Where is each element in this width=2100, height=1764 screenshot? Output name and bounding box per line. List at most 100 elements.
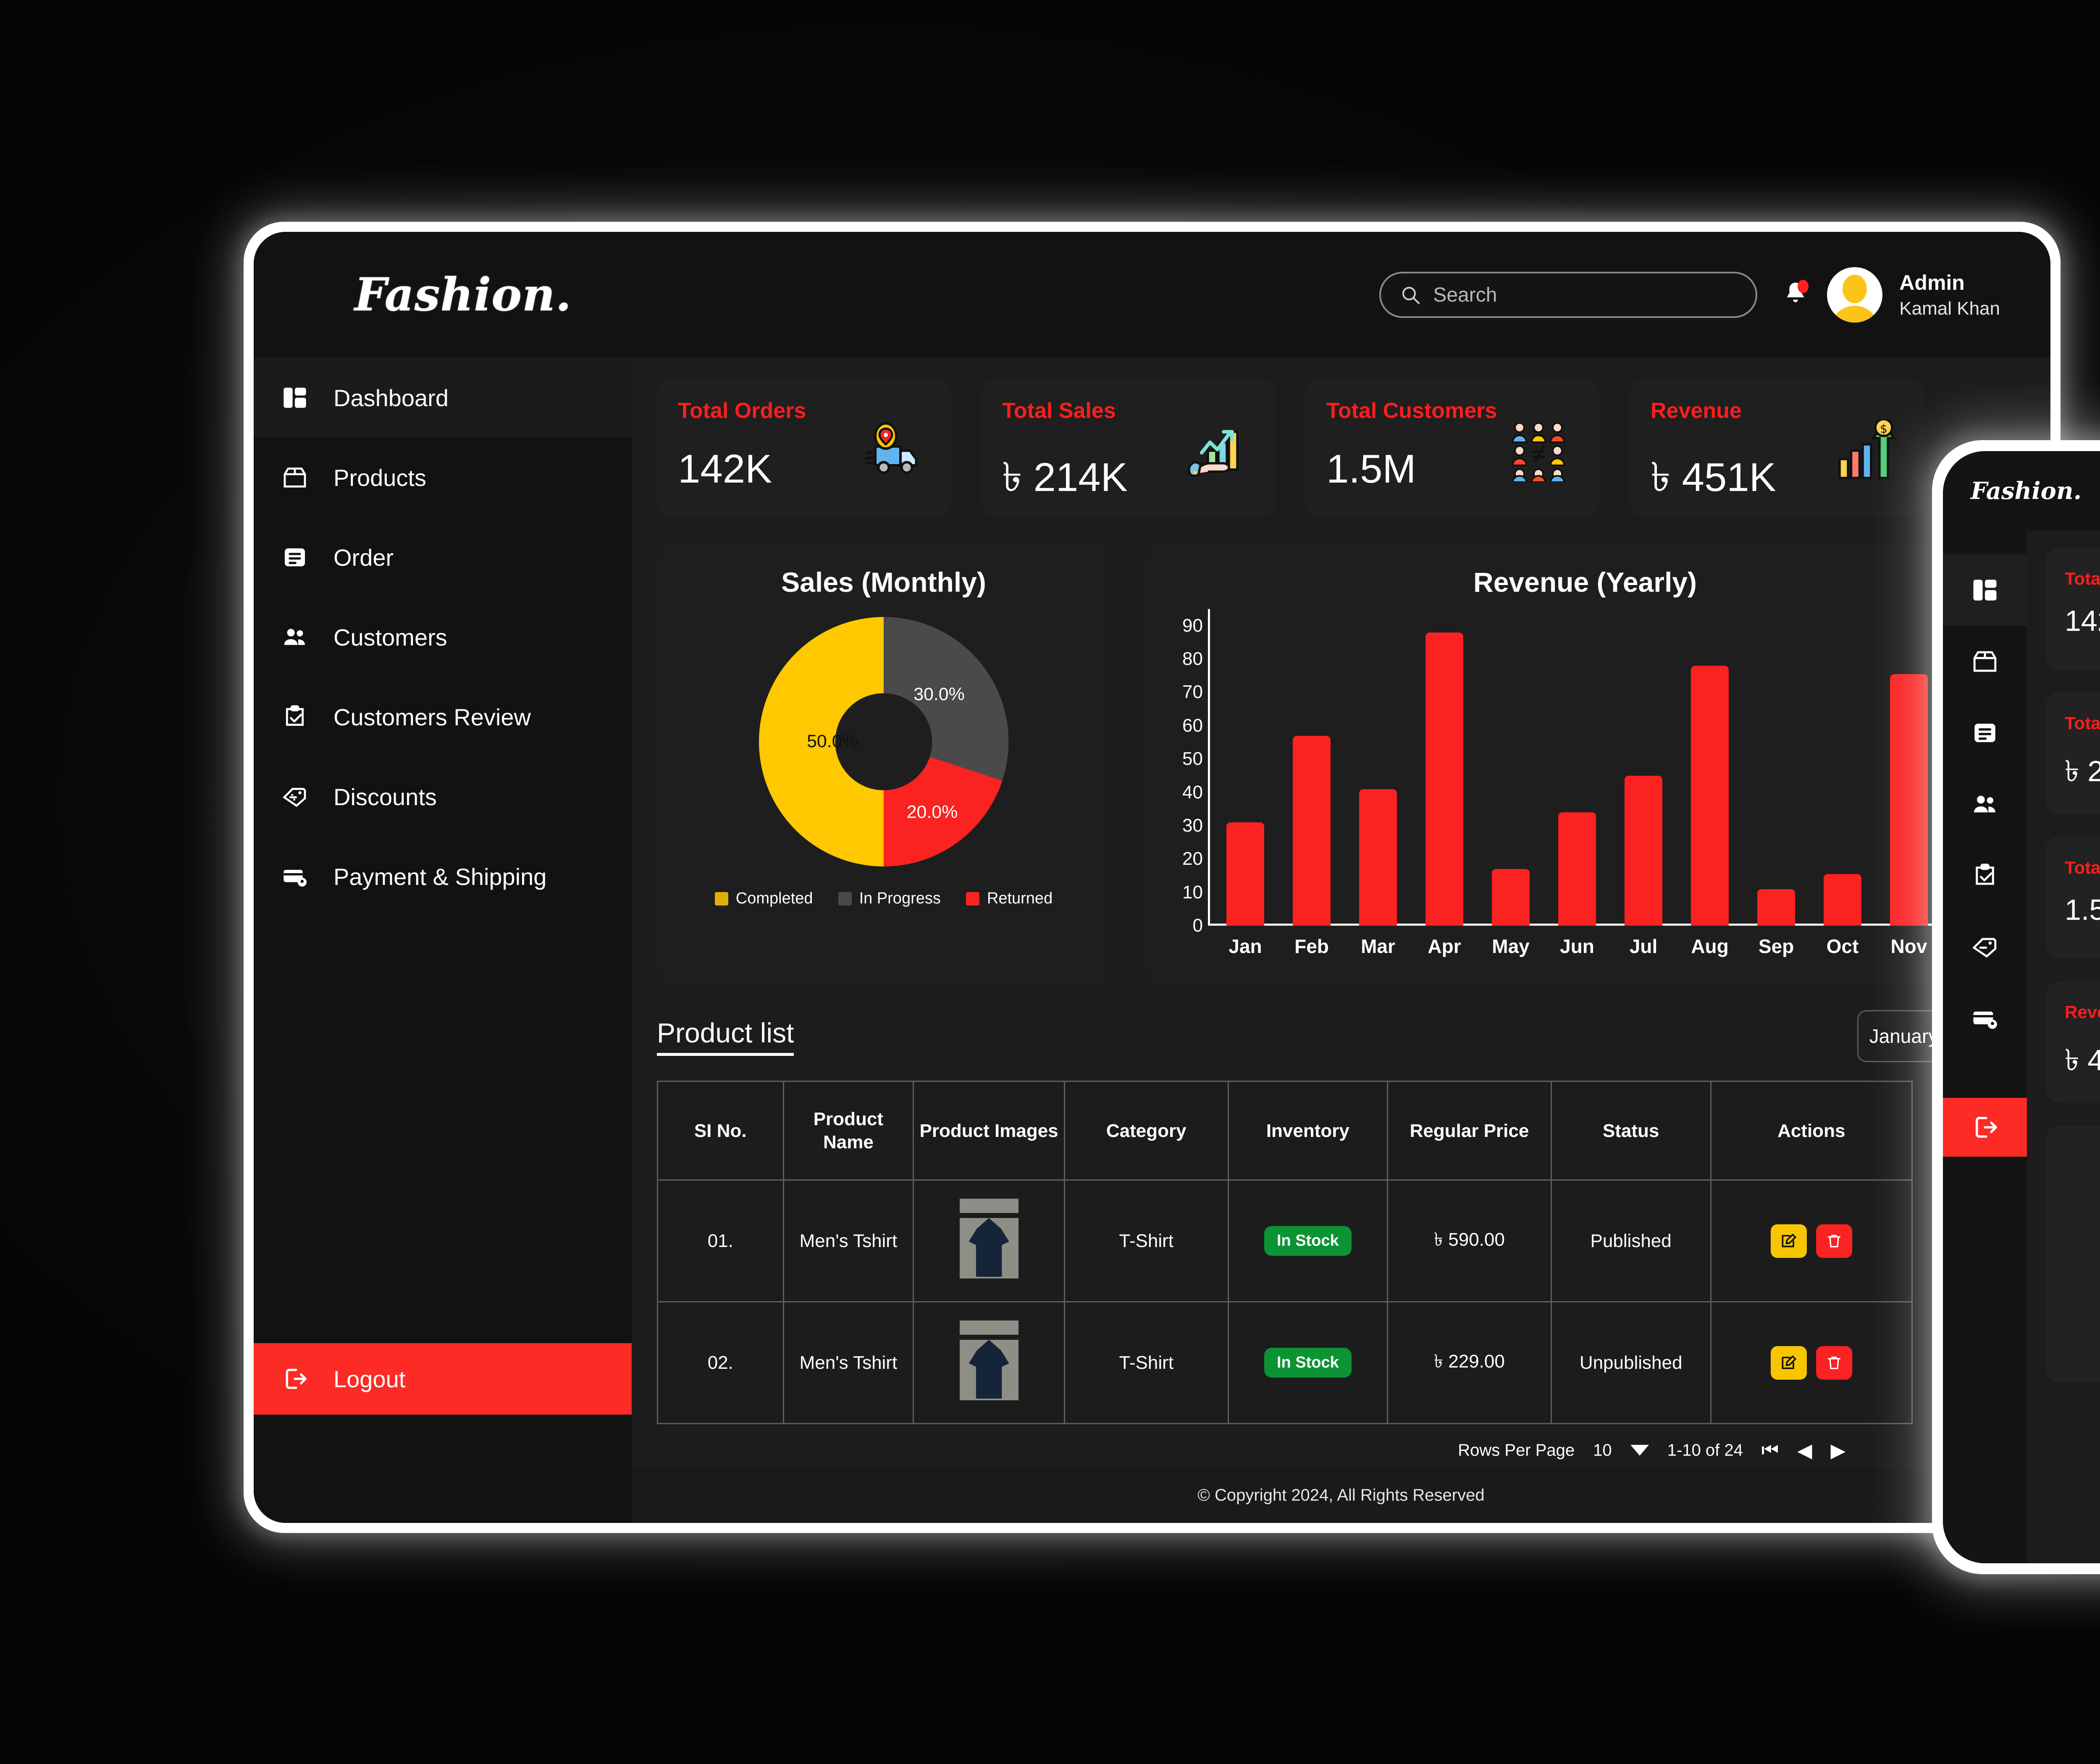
kpi-title: Total Orders [2065,569,2100,588]
tag-icon [1972,938,1997,958]
kpi-value: ৳ 214K [2065,755,2100,788]
column-header: Status [1550,1081,1712,1181]
bar-column [1876,609,1942,926]
kpi-card-total-customers[interactable]: Total Customers 1.5M [1305,379,1599,517]
x-axis-line [1208,924,2008,926]
column-header: SI No. [657,1081,784,1181]
rail-item-customers-review[interactable] [1943,840,2027,911]
sidebar-item-label: Dashboard [333,384,449,411]
cell-price: ৳ 229.00 [1387,1301,1552,1424]
delete-button[interactable] [1816,1224,1852,1258]
tshirt-thumbnail [959,1199,1018,1278]
bar-column [1809,609,1876,926]
bar [1890,674,1928,926]
x-tick-label: Apr [1428,935,1461,957]
status-badge: In Stock [1264,1348,1352,1378]
sidebar-item-customers-review[interactable]: Customers Review [254,677,632,757]
sidebar-item-payment-shipping[interactable]: Payment & Shipping [254,837,632,916]
x-tick-label: Oct [1826,935,1859,957]
bar-column [1411,609,1478,926]
chart-title: Revenue (Yearly) [1473,567,1697,598]
notifications-button[interactable] [1781,277,1810,312]
bar-series [1212,609,2008,926]
tshirt-shape [969,1340,1009,1399]
delete-button[interactable] [1816,1346,1852,1380]
sales-growth-icon [1188,430,1239,477]
rail-item-dashboard[interactable] [1943,554,2027,626]
column-header: Actions [1710,1081,1913,1181]
brand-logo: Fashion. [354,268,572,321]
kpi-card-total-sales[interactable]: Total Sales ৳ 214K [981,379,1275,517]
search-icon [1402,287,1420,304]
phone-kpi-total-orders[interactable]: Total Orders 142K [2045,548,2100,669]
user-identity: Admin Kamal Khan [1899,270,2000,319]
sidebar-nav: Dashboard Products Order [254,358,632,1523]
table-row[interactable]: 01. Men's Tshirt T-Shirt In Stock [657,1179,1913,1302]
bar-plot-area: 0 10 20 30 40 50 60 70 80 90 Jan Feb Mar Apr May Jun Ju… [1162,609,2008,962]
bar-column [1610,609,1677,926]
y-tick-label: 20 [1182,848,1203,869]
top-header-bar: Fashion. Search [254,232,2050,358]
bar [1226,822,1265,926]
user-name: Kamal Khan [1899,298,2000,319]
row-action-group [1770,1346,1852,1380]
kpi-card-row: Total Orders 142K [657,379,2050,517]
sales-monthly-chart-card: Sales (Monthly) 50.0% 30.0% 20.0% [657,543,1110,986]
kpi-value: ৳ 451K [1651,455,1776,500]
sidebar-item-dashboard[interactable]: Dashboard [254,358,632,438]
sidebar-item-discounts[interactable]: Discounts [254,757,632,837]
tshirt-thumbnail [959,1320,1018,1400]
status-badge: In Stock [1264,1226,1352,1256]
phone-body: Total Orders 142K Tota [1943,531,2100,1563]
phone-kpi-total-customers[interactable]: Total Customers 1.5M [2045,837,2100,958]
logout-button[interactable]: Logout [254,1343,632,1415]
kpi-card-total-orders[interactable]: Total Orders 142K [657,379,951,517]
bar [1292,735,1331,926]
prev-page-button[interactable]: ◀ [1797,1439,1812,1461]
sidebar-item-order[interactable]: Order [254,517,632,597]
x-axis-labels: JanFebMarAprMayJunJulAugSepOctNovDec [1212,935,2008,958]
phone-logout-button[interactable] [1943,1098,2027,1157]
edit-button[interactable] [1770,1224,1807,1258]
legend-item: Completed [714,890,813,908]
sidebar-item-products[interactable]: Products [254,438,632,517]
cell-product-image [913,1301,1065,1424]
clipboard-check-icon [1976,864,1994,885]
sidebar-item-label: Payment & Shipping [333,863,547,890]
first-page-button[interactable]: ⏮ [1761,1439,1779,1461]
sidebar-item-customers[interactable]: Customers [254,597,632,677]
rows-per-page-value[interactable]: 10 [1593,1441,1612,1460]
kpi-card-revenue[interactable]: Revenue ৳ 451K $ [1630,379,1924,517]
bar-column [1677,609,1743,926]
bar [1823,874,1862,926]
phone-kpi-revenue[interactable]: Revenue ৳ 451K $ [2045,981,2100,1103]
table-header-row: SI No. Product Name Product Images Categ… [657,1081,1913,1181]
kpi-value: 142K [2065,604,2100,637]
rail-item-products[interactable] [1943,626,2027,697]
kpi-value: 1.5M [2065,893,2100,926]
kpi-value: 142K [678,446,772,491]
user-role: Admin [1899,271,1965,294]
search-input[interactable]: Search [1379,272,1758,318]
edit-button[interactable] [1770,1346,1807,1380]
bar-column [1743,609,1809,926]
avatar[interactable] [1827,267,1883,323]
list-icon [285,548,305,567]
rail-item-order[interactable] [1943,697,2027,769]
bar [1558,812,1596,926]
chevron-down-icon[interactable] [1630,1445,1649,1456]
phone-main-content: Total Orders 142K Tota [2027,531,2100,1563]
legend-swatch-in-progress [838,892,852,906]
next-page-button[interactable]: ▶ [1830,1439,1845,1461]
table-row[interactable]: 02. Men's Tshirt T-Shirt In Stock [657,1301,1913,1424]
phone-kpi-total-sales[interactable]: Total Sales ৳ 214K [2045,692,2100,814]
rail-item-payment-shipping[interactable] [1943,983,2027,1054]
rail-item-customers[interactable] [1943,769,2027,840]
kpi-title: Total Sales [2065,713,2100,733]
legend-swatch-completed [714,892,728,906]
x-tick-label: Jul [1629,935,1658,957]
rail-item-discounts[interactable] [1943,911,2027,983]
legend-item: Returned [966,890,1053,908]
edit-icon [1782,1233,1796,1247]
sidebar-item-label: Customers Review [333,704,531,730]
